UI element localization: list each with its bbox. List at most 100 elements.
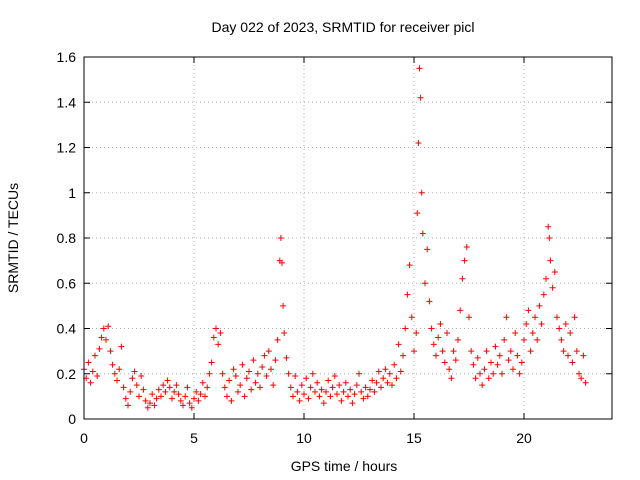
data-point bbox=[582, 379, 589, 386]
data-point bbox=[162, 388, 169, 395]
data-point bbox=[529, 330, 536, 337]
data-point bbox=[133, 382, 140, 389]
data-point bbox=[556, 325, 563, 332]
data-point bbox=[118, 343, 125, 350]
data-point bbox=[547, 257, 554, 264]
data-point bbox=[428, 325, 435, 332]
data-point bbox=[516, 370, 523, 377]
data-point bbox=[224, 393, 230, 400]
data-point bbox=[254, 370, 261, 377]
data-point bbox=[536, 302, 543, 309]
data-point bbox=[274, 336, 281, 343]
data-point bbox=[320, 400, 327, 407]
data-point bbox=[411, 348, 417, 355]
data-point bbox=[248, 386, 255, 393]
data-point bbox=[173, 382, 180, 389]
data-point bbox=[96, 345, 103, 352]
data-point bbox=[164, 377, 171, 384]
data-point bbox=[490, 370, 497, 377]
data-point bbox=[169, 395, 175, 402]
data-point bbox=[246, 368, 252, 375]
data-point bbox=[393, 375, 400, 382]
data-point bbox=[415, 139, 422, 146]
data-point bbox=[241, 393, 248, 400]
data-point bbox=[160, 382, 167, 389]
data-point bbox=[446, 366, 453, 373]
data-point bbox=[277, 235, 284, 241]
data-point bbox=[177, 397, 184, 404]
data-point bbox=[353, 382, 360, 389]
data-point bbox=[416, 65, 423, 72]
data-point bbox=[414, 210, 421, 217]
data-point bbox=[543, 275, 549, 282]
data-point bbox=[470, 361, 477, 368]
data-point bbox=[417, 94, 424, 101]
data-point bbox=[510, 366, 516, 373]
data-point bbox=[371, 388, 378, 395]
data-point bbox=[503, 314, 510, 321]
data-point bbox=[459, 275, 466, 282]
data-point bbox=[281, 330, 288, 337]
data-point bbox=[193, 388, 200, 395]
data-point bbox=[413, 330, 420, 337]
data-point bbox=[349, 400, 356, 407]
data-point bbox=[199, 379, 206, 386]
data-point bbox=[184, 384, 191, 391]
data-point bbox=[127, 388, 134, 395]
data-point bbox=[488, 359, 494, 366]
data-point bbox=[360, 395, 367, 402]
data-point bbox=[191, 395, 197, 402]
data-point bbox=[560, 348, 567, 355]
data-point bbox=[138, 373, 145, 380]
data-point bbox=[171, 388, 178, 395]
data-point bbox=[232, 373, 239, 380]
data-point bbox=[208, 359, 215, 366]
data-point bbox=[424, 246, 431, 253]
data-point bbox=[389, 382, 395, 389]
data-points bbox=[81, 65, 589, 411]
data-point bbox=[166, 384, 173, 391]
data-point bbox=[142, 397, 149, 404]
data-point bbox=[235, 388, 241, 395]
data-point bbox=[518, 359, 525, 366]
data-point bbox=[323, 388, 329, 395]
data-point bbox=[226, 377, 233, 384]
y-tick-label: 0.8 bbox=[57, 230, 77, 246]
data-point bbox=[342, 379, 349, 386]
data-point bbox=[131, 368, 138, 375]
data-point bbox=[455, 336, 461, 343]
data-point bbox=[546, 235, 553, 241]
data-point bbox=[554, 314, 560, 321]
data-point bbox=[186, 400, 193, 407]
x-tick-label: 10 bbox=[296, 430, 312, 446]
data-point bbox=[481, 366, 488, 373]
data-point bbox=[292, 373, 299, 380]
data-point bbox=[419, 230, 426, 237]
data-point bbox=[239, 361, 246, 368]
data-point bbox=[514, 352, 521, 359]
data-point bbox=[94, 373, 101, 380]
data-point bbox=[279, 259, 285, 266]
x-tick-label: 15 bbox=[406, 430, 422, 446]
y-tick-label: 0.2 bbox=[57, 366, 77, 382]
data-point bbox=[433, 352, 439, 359]
x-tick-label: 5 bbox=[190, 430, 198, 446]
data-point bbox=[140, 386, 147, 393]
y-tick-label: 0.4 bbox=[57, 321, 77, 337]
data-point bbox=[358, 388, 365, 395]
data-point bbox=[578, 375, 585, 382]
data-point bbox=[386, 370, 393, 377]
data-point bbox=[195, 397, 202, 404]
data-point bbox=[532, 314, 538, 321]
data-point bbox=[180, 402, 186, 409]
data-point bbox=[373, 379, 380, 386]
data-point bbox=[252, 379, 259, 386]
data-point bbox=[472, 375, 479, 382]
data-point bbox=[296, 397, 303, 404]
data-point bbox=[391, 361, 398, 368]
data-point bbox=[356, 370, 362, 377]
data-point bbox=[153, 395, 160, 402]
data-point bbox=[327, 393, 334, 400]
data-point bbox=[318, 386, 325, 393]
